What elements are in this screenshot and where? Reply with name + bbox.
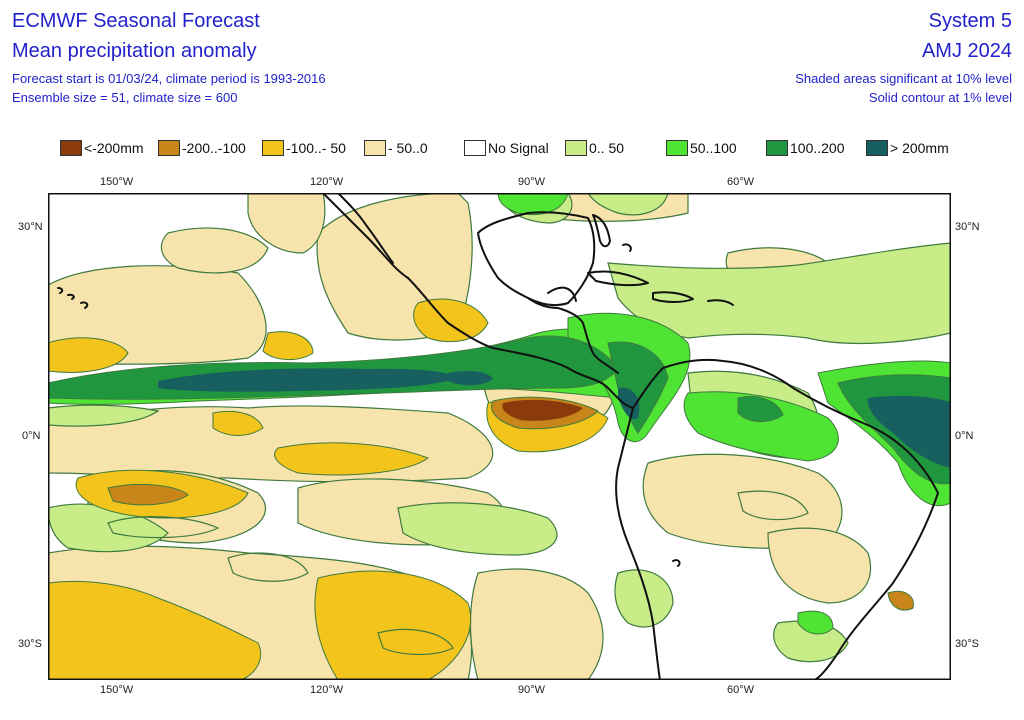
legend-item: 0.. 50 — [565, 138, 624, 158]
legend-label: 50..100 — [690, 140, 737, 156]
legend-swatch — [565, 140, 587, 156]
legend-swatch — [666, 140, 688, 156]
lat-label-right: 0°N — [955, 430, 974, 442]
legend-item: - 50..0 — [364, 138, 428, 158]
precipitation-map — [48, 193, 951, 680]
lon-label-bottom: 120°W — [310, 684, 344, 696]
legend-label: 0.. 50 — [589, 140, 625, 156]
legend-label: - 50..0 — [388, 140, 428, 156]
legend-swatch — [158, 140, 180, 156]
lat-label-left: 0°N — [22, 430, 41, 442]
lon-label-bottom: 60°W — [727, 684, 755, 696]
lon-label-top: 150°W — [100, 176, 134, 188]
legend-swatch — [766, 140, 788, 156]
legend-item: -200..-100 — [158, 138, 246, 158]
ensemble-info: Ensemble size = 51, climate size = 600 — [12, 90, 238, 105]
map-canvas — [48, 193, 951, 680]
anomaly-wet-extreme — [158, 368, 951, 468]
legend-item: -100..- 50 — [262, 138, 346, 158]
legend-item: 50..100 — [666, 138, 737, 158]
system-label: System 5 — [928, 10, 1012, 32]
legend-swatch — [464, 140, 486, 156]
legend-label: 100..200 — [790, 140, 845, 156]
legend-swatch — [60, 140, 82, 156]
legend-label: > 200mm — [890, 140, 949, 156]
lon-label-bottom: 90°W — [518, 684, 546, 696]
period-label: AMJ 2024 — [921, 40, 1012, 62]
lon-label-bottom: 150°W — [100, 684, 134, 696]
significance-1-note: Solid contour at 1% level — [868, 90, 1012, 105]
legend-label: <-200mm — [84, 140, 144, 156]
legend-label: No Signal — [488, 140, 549, 156]
forecast-start-info: Forecast start is 01/03/24, climate peri… — [12, 71, 326, 86]
legend-item: > 200mm — [866, 138, 949, 158]
legend-swatch — [866, 140, 888, 156]
forecast-subtitle: Mean precipitation anomaly — [12, 40, 257, 62]
legend-label: -100..- 50 — [286, 140, 346, 156]
lon-label-top: 120°W — [310, 176, 344, 188]
significance-10-note: Shaded areas significant at 10% level — [795, 71, 1012, 86]
lon-label-top: 60°W — [727, 176, 755, 188]
significance-contours — [107, 490, 809, 656]
lon-label-top: 90°W — [518, 176, 546, 188]
map-frame — [48, 193, 951, 680]
legend-item: No Signal — [464, 138, 549, 158]
lat-label-left: 30°S — [18, 638, 42, 650]
lat-label-left: 30°N — [18, 221, 43, 233]
forecast-title: ECMWF Seasonal Forecast — [12, 10, 260, 32]
legend-swatch — [364, 140, 386, 156]
anomaly-dry-extreme — [502, 399, 583, 421]
lat-label-right: 30°N — [955, 221, 980, 233]
lat-label-right: 30°S — [955, 638, 979, 650]
coastlines — [57, 193, 939, 680]
legend-label: -200..-100 — [182, 140, 246, 156]
legend-item: <-200mm — [60, 138, 144, 158]
legend-swatch — [262, 140, 284, 156]
legend-item: 100..200 — [766, 138, 845, 158]
